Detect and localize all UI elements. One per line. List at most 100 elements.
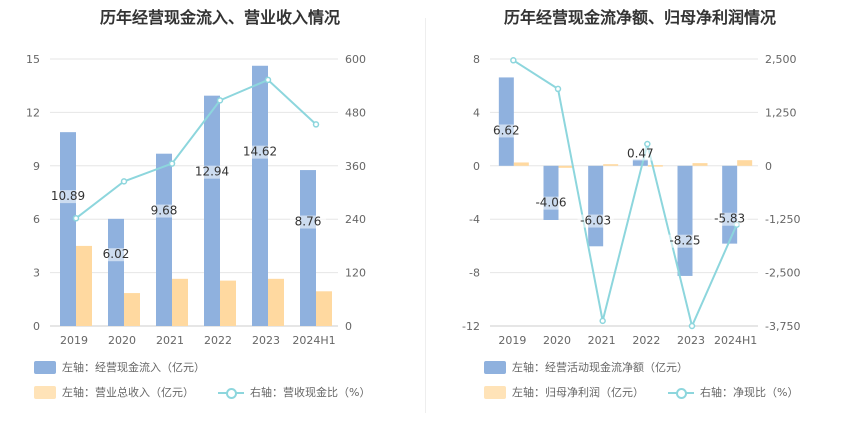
legend-item-net-cash-ratio[interactable]: 右轴：净现比（%） (668, 384, 798, 400)
line-point (599, 317, 606, 325)
y-tick-label-right: 1,250 (765, 106, 797, 119)
bar-0-a (156, 153, 172, 326)
bar-1-a (677, 165, 693, 276)
data-label-bg (711, 212, 748, 226)
line-point (216, 97, 224, 104)
y-tick-label-left: -8 (469, 267, 480, 280)
bar-0-a (300, 170, 316, 326)
x-tick-label: 2022 (204, 334, 232, 347)
legend-label: 左轴：经营活动现金流净额（亿元） (512, 361, 688, 374)
data-label-bg (50, 190, 86, 204)
data-label-bg (194, 165, 230, 179)
x-tick-label: 2023 (677, 334, 705, 347)
bar-1-b (558, 165, 574, 168)
bar-1-a (722, 165, 738, 244)
data-label-bg (667, 234, 703, 248)
data-label: -6.03 (580, 214, 611, 228)
line-point (510, 57, 517, 64)
bar-1-a (498, 77, 514, 166)
bar-0-b (268, 278, 284, 326)
legend-item-cash-inflow[interactable]: 左轴：经营现金流入（亿元） (34, 359, 205, 375)
x-tick-label: 2024H1 (714, 334, 757, 347)
data-label: 10.89 (51, 189, 85, 203)
data-label: -5.83 (714, 212, 745, 226)
data-label: 0.47 (627, 147, 654, 161)
bar-1-b (603, 164, 619, 166)
legend-label: 右轴：净现比（%） (700, 386, 799, 399)
y-tick-label-right: 0 (345, 320, 352, 333)
line-point (312, 121, 320, 128)
line-point (120, 178, 128, 185)
legend-label: 左轴：营业总收入（亿元） (62, 386, 194, 399)
y-tick-label-right: 600 (345, 53, 366, 66)
y-tick-label-left: 0 (33, 320, 40, 333)
data-label-bg (290, 215, 326, 229)
line-point (264, 76, 272, 84)
data-label: 9.68 (151, 204, 178, 218)
y-tick-label-left: -4 (469, 213, 480, 226)
legend-swatch-orange (484, 385, 506, 399)
series-line (75, 78, 317, 220)
x-tick-label: 2022 (632, 334, 660, 347)
y-tick-label-left: 6 (33, 213, 40, 226)
data-label-bg (242, 145, 278, 159)
y-tick-label-right: -3,750 (765, 320, 800, 333)
y-tick-label-right: -2,500 (765, 267, 800, 280)
data-label-bg (622, 147, 659, 161)
bar-1-a (588, 165, 604, 247)
y-tick-label-right: 120 (345, 267, 366, 280)
line-point (688, 322, 696, 330)
data-label-bg (98, 248, 134, 262)
x-tick-label: 2019 (498, 334, 526, 347)
y-tick-label-left: -12 (462, 320, 480, 333)
right-chart-title: 历年经营现金流净额、归母净利润情况 (503, 8, 776, 27)
data-label-bg (533, 196, 569, 210)
y-tick-label-right: -1,250 (765, 213, 800, 226)
x-tick-label: 2023 (252, 334, 280, 347)
bar-0-a (204, 95, 220, 326)
legend-swatch-blue (484, 360, 506, 374)
legend-item-revenue[interactable]: 左轴：营业总收入（亿元） (34, 384, 194, 400)
legend-item-cash-ratio[interactable]: 右轴：营收现金比（%） (218, 384, 370, 400)
bar-0-a (60, 132, 76, 326)
y-tick-label-left: 0 (473, 160, 480, 173)
bar-0-a (108, 218, 124, 326)
data-label: 6.62 (493, 123, 520, 137)
line-point (644, 140, 651, 148)
legend-swatch-orange (34, 385, 56, 399)
data-label-bg (488, 124, 525, 138)
y-tick-label-left: 9 (33, 160, 40, 173)
bar-0-b (76, 245, 92, 326)
x-tick-label: 2020 (543, 334, 571, 347)
legend-label: 右轴：营收现金比（%） (250, 386, 371, 399)
data-label: 8.76 (295, 215, 322, 229)
legend-swatch-line (218, 386, 244, 399)
y-tick-label-right: 240 (345, 213, 366, 226)
y-tick-label-right: 2,500 (765, 53, 797, 66)
series-line (512, 59, 738, 330)
bar-0-b (172, 278, 188, 326)
data-label: -4.06 (535, 196, 566, 210)
data-label-bg (577, 214, 614, 228)
bar-1-b (647, 165, 663, 167)
y-tick-label-right: 0 (765, 160, 772, 173)
data-label-bg (146, 204, 182, 218)
legend-label: 左轴：经营现金流入（亿元） (62, 361, 205, 374)
bar-0-b (316, 291, 332, 326)
bar-0-b (124, 293, 140, 326)
data-label: 6.02 (103, 247, 130, 261)
y-tick-label-right: 480 (345, 106, 366, 119)
x-tick-label: 2024H1 (292, 334, 335, 347)
legend-item-net-cash-flow[interactable]: 左轴：经营活动现金流净额（亿元） (484, 359, 688, 375)
panel-divider (425, 18, 426, 413)
bar-1-b (737, 160, 753, 166)
left-chart-title: 历年经营现金流入、营业收入情况 (99, 8, 340, 27)
bar-0-b (220, 280, 236, 326)
y-tick-label-left: 3 (33, 267, 40, 280)
legend-swatch-line (668, 386, 694, 399)
y-tick-label-left: 4 (473, 106, 480, 119)
legend-item-net-profit[interactable]: 左轴：归母净利润（亿元） (484, 384, 644, 400)
legend-label: 左轴：归母净利润（亿元） (512, 386, 644, 399)
